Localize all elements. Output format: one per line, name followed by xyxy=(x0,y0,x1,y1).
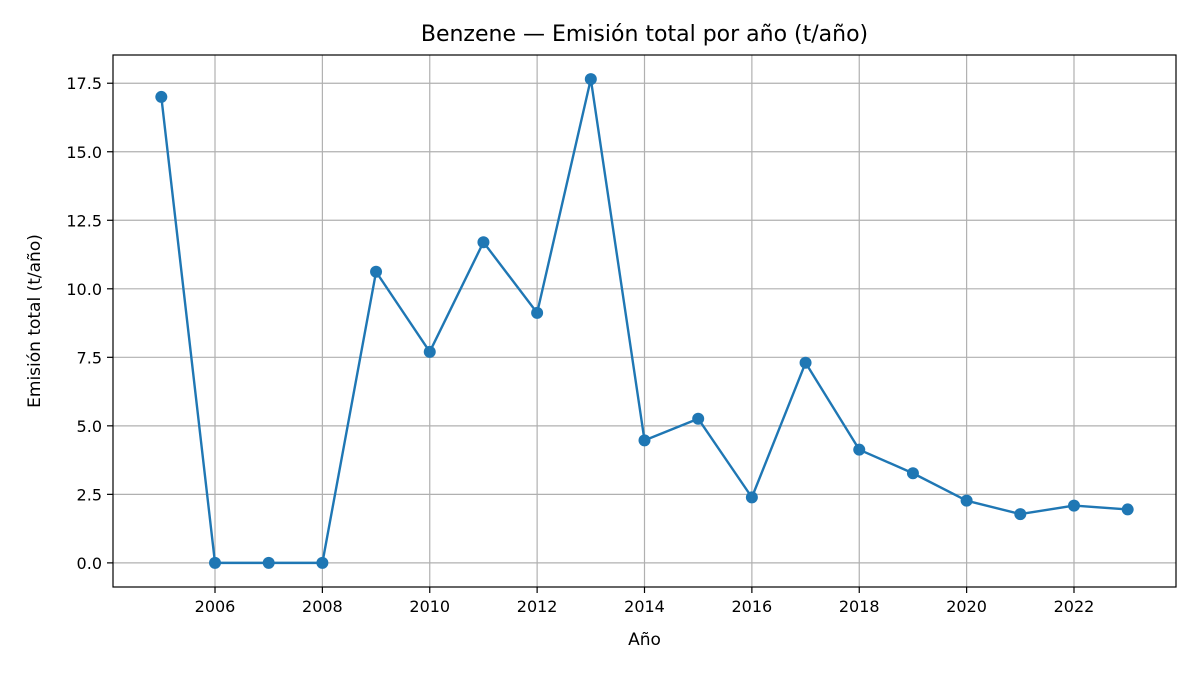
data-point xyxy=(638,434,651,447)
y-tick-label: 2.5 xyxy=(77,485,102,504)
grid-lines xyxy=(113,55,1176,587)
x-tick-label: 2014 xyxy=(624,597,665,616)
data-point xyxy=(531,306,544,319)
x-tick-label: 2020 xyxy=(946,597,987,616)
data-point xyxy=(423,345,436,358)
series-layer xyxy=(155,73,1134,569)
data-point xyxy=(692,412,705,425)
y-tick-label: 7.5 xyxy=(77,348,102,367)
y-axis-label: Emisión total (t/año) xyxy=(25,234,45,408)
data-point xyxy=(799,356,812,369)
x-tick-label: 2008 xyxy=(302,597,343,616)
data-point xyxy=(1014,508,1027,521)
data-point xyxy=(155,90,168,103)
data-point xyxy=(584,73,597,86)
data-point xyxy=(745,491,758,504)
x-tick-label: 2016 xyxy=(732,597,773,616)
data-point xyxy=(262,556,275,569)
data-point xyxy=(477,236,490,249)
data-point xyxy=(209,556,222,569)
chart-title: Benzene — Emisión total por año (t/año) xyxy=(421,22,868,47)
data-point xyxy=(316,556,329,569)
x-tick-label: 2018 xyxy=(839,597,880,616)
data-point xyxy=(1121,503,1134,516)
x-tick-label: 2006 xyxy=(195,597,236,616)
y-tick-label: 15.0 xyxy=(66,143,102,162)
x-tick-label: 2012 xyxy=(517,597,558,616)
data-point xyxy=(853,443,866,456)
y-tick-label: 0.0 xyxy=(77,554,102,573)
data-point xyxy=(370,265,383,278)
x-tick-label: 2022 xyxy=(1054,597,1095,616)
data-point xyxy=(906,467,919,480)
y-tick-label: 17.5 xyxy=(66,74,102,93)
y-tick-label: 12.5 xyxy=(66,211,102,230)
x-axis-label: Año xyxy=(628,630,661,650)
axis-ticks: 2006 2008 2010 2012 2014 2016 2018 2020 2022 0.0 2… xyxy=(66,74,1094,616)
data-point xyxy=(1067,499,1080,512)
y-tick-label: 10.0 xyxy=(66,280,102,299)
y-tick-label: 5.0 xyxy=(77,417,102,436)
x-tick-label: 2010 xyxy=(409,597,450,616)
data-point xyxy=(960,494,973,507)
